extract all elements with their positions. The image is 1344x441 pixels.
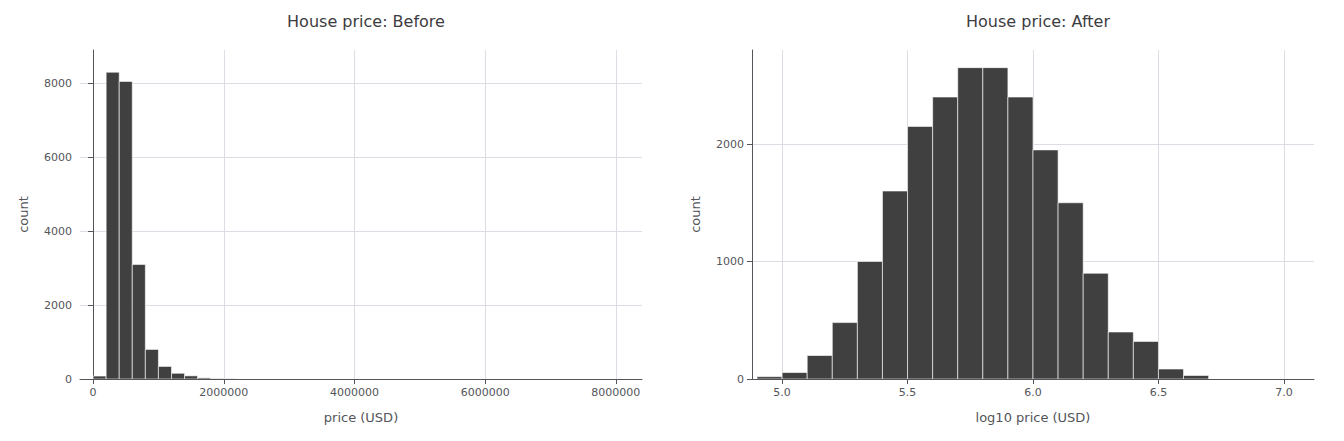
svg-text:6.5: 6.5 <box>1150 386 1168 399</box>
svg-text:6.0: 6.0 <box>1024 386 1042 399</box>
svg-text:1000: 1000 <box>716 255 744 268</box>
svg-text:5.0: 5.0 <box>773 386 791 399</box>
svg-text:log10 price (USD): log10 price (USD) <box>976 410 1091 425</box>
svg-text:6000: 6000 <box>44 151 72 164</box>
svg-text:2000: 2000 <box>716 138 744 151</box>
svg-text:0: 0 <box>90 386 97 399</box>
svg-text:0: 0 <box>737 373 744 386</box>
svg-text:2000: 2000 <box>44 299 72 312</box>
svg-text:5.5: 5.5 <box>899 386 917 399</box>
svg-text:count: count <box>16 196 31 233</box>
svg-text:House price: After: House price: After <box>966 12 1110 31</box>
svg-text:7.0: 7.0 <box>1275 386 1293 399</box>
svg-text:2000000: 2000000 <box>199 386 248 399</box>
svg-text:4000000: 4000000 <box>330 386 379 399</box>
svg-text:price (USD): price (USD) <box>324 410 398 425</box>
svg-text:0: 0 <box>65 373 72 386</box>
svg-text:8000000: 8000000 <box>591 386 640 399</box>
svg-text:4000: 4000 <box>44 225 72 238</box>
svg-text:House price: Before: House price: Before <box>287 12 445 31</box>
svg-text:6000000: 6000000 <box>461 386 510 399</box>
svg-text:count: count <box>688 196 703 233</box>
svg-text:8000: 8000 <box>44 77 72 90</box>
